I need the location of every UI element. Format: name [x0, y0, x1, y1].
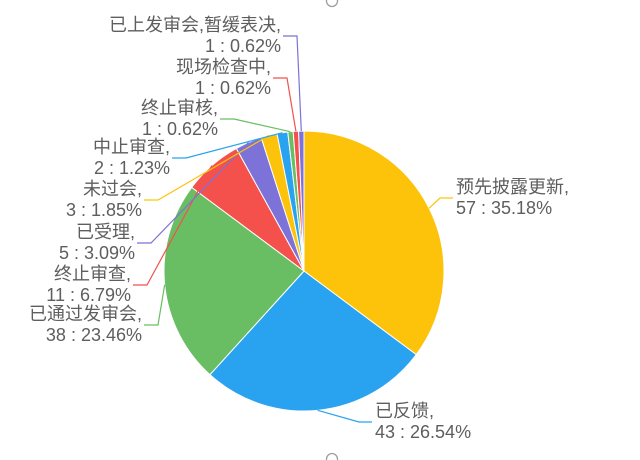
pie-leader-line-6: [172, 132, 283, 159]
pie-leader-line-5: [144, 134, 270, 201]
pie-leader-line-3: [133, 165, 213, 286]
pie-leader-line-9: [283, 35, 302, 132]
selection-handle-top[interactable]: [325, 0, 339, 8]
pie-leader-line-8: [273, 77, 297, 132]
pie-slice-2[interactable]: [163, 186, 305, 376]
pie-slice-1[interactable]: [209, 270, 417, 412]
selection-handle-bottom[interactable]: [325, 452, 339, 460]
pie-slice-9[interactable]: [298, 130, 305, 272]
pie-leader-line-7: [220, 118, 291, 133]
pie-leader-line-4: [137, 141, 249, 244]
pie-leader-line-2: [144, 284, 166, 326]
pie-leader-line-1: [317, 409, 372, 423]
pie-leader-line-0: [428, 197, 453, 209]
